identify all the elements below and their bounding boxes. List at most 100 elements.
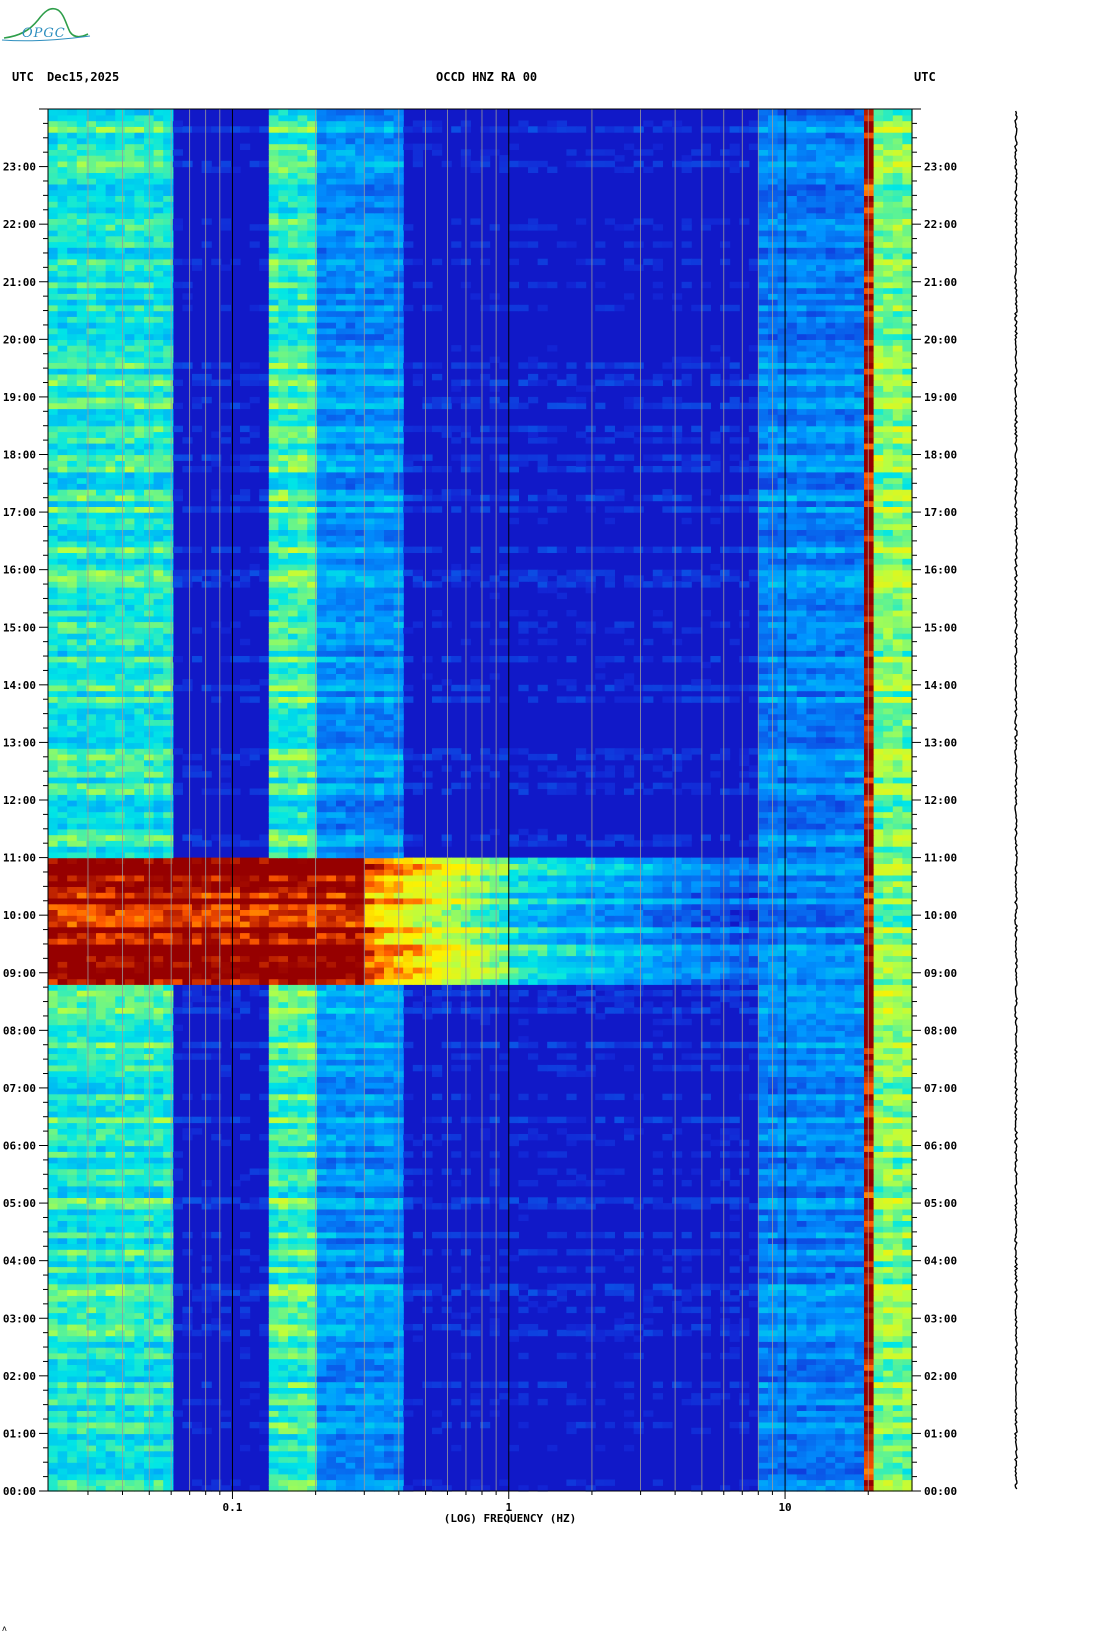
spectrogram-cell xyxy=(806,1197,817,1204)
spectrogram-cell xyxy=(374,1462,385,1469)
spectrogram-cell xyxy=(384,1162,395,1170)
spectrogram-cell xyxy=(470,1041,481,1049)
spectrogram-cell xyxy=(633,1335,644,1342)
spectrogram-cell xyxy=(134,1162,145,1170)
spectrogram-cell xyxy=(624,1064,635,1072)
spectrogram-cell xyxy=(787,1254,798,1262)
spectrogram-cell xyxy=(873,1341,884,1348)
spectrogram-cell xyxy=(326,1116,337,1124)
spectrogram-cell xyxy=(57,1404,68,1411)
spectrogram-cell xyxy=(76,1456,87,1463)
spectrogram-cell xyxy=(739,1197,750,1204)
spectrogram-cell xyxy=(883,1433,894,1440)
spectrogram-cell xyxy=(816,967,827,974)
spectrogram-cell xyxy=(288,1018,299,1026)
spectrogram-cell xyxy=(652,1064,663,1072)
spectrogram-cell xyxy=(556,1116,567,1124)
right-utc-label: UTC xyxy=(914,70,936,84)
spectrogram-cell xyxy=(604,990,615,997)
spectrogram-cell xyxy=(240,1053,251,1060)
spectrogram-cell xyxy=(844,1347,855,1354)
spectrogram-cell xyxy=(355,1352,366,1360)
spectrogram-cell xyxy=(288,1416,299,1423)
spectrogram-cell xyxy=(902,1295,913,1302)
spectrogram-cell xyxy=(134,1111,145,1118)
spectrogram-cell xyxy=(624,1295,635,1302)
spectrogram-cell xyxy=(892,1231,903,1239)
spectrogram-cell xyxy=(134,1439,145,1446)
spectrogram-cell xyxy=(806,1352,817,1360)
spectrogram-cell xyxy=(873,1180,884,1187)
spectrogram-cell xyxy=(57,1151,68,1158)
spectrogram-cell xyxy=(134,1047,145,1054)
spectrogram-cell xyxy=(345,1329,356,1337)
spectrogram-cell xyxy=(662,1266,673,1273)
spectrogram-cell xyxy=(854,1007,865,1014)
spectrogram-cell xyxy=(364,1283,375,1291)
spectrogram-cell xyxy=(883,1203,894,1210)
spectrogram-cell xyxy=(326,1231,337,1239)
spectrogram-cell xyxy=(777,1134,788,1141)
spectrogram-cell xyxy=(115,1393,126,1400)
spectrogram-cell xyxy=(566,1070,577,1077)
spectrogram-cell xyxy=(758,1485,769,1492)
spectrogram-cell xyxy=(604,1231,615,1239)
spectrogram-cell xyxy=(345,1272,356,1279)
spectrogram-cell xyxy=(374,1041,385,1049)
spectrogram-cell xyxy=(806,1237,817,1244)
spectrogram-cell xyxy=(326,972,337,980)
spectrogram-cell xyxy=(892,1082,903,1089)
spectrogram-cell xyxy=(892,1341,903,1348)
spectrogram-cell xyxy=(249,1168,260,1175)
spectrogram-cell xyxy=(105,1312,116,1319)
spectrogram-cell xyxy=(48,1157,59,1164)
spectrogram-cell xyxy=(76,1191,87,1198)
spectrogram-cell xyxy=(307,1335,318,1342)
spectrogram-cell xyxy=(57,1393,68,1400)
spectrogram-cell xyxy=(864,1231,875,1239)
spectrogram-cell xyxy=(816,1318,827,1325)
spectrogram-cell xyxy=(374,1364,385,1371)
spectrogram-cell xyxy=(748,990,759,997)
spectrogram-cell xyxy=(67,978,78,985)
spectrogram-cell xyxy=(854,1122,865,1129)
spectrogram-cell xyxy=(105,1220,116,1227)
spectrogram-cell xyxy=(355,1272,366,1279)
spectrogram-cell xyxy=(76,1151,87,1158)
spectrogram-cell xyxy=(902,1398,913,1406)
spectrogram-cell xyxy=(662,1116,673,1124)
spectrogram-cell xyxy=(153,1093,164,1101)
spectrogram-cell xyxy=(873,1381,884,1388)
spectrogram-cell xyxy=(825,1047,836,1054)
spectrogram-cell xyxy=(163,1214,174,1221)
spectrogram-cell xyxy=(326,967,337,974)
spectrogram-cell xyxy=(470,1479,481,1486)
spectrogram-cell xyxy=(316,1266,327,1273)
spectrogram-cell xyxy=(796,1295,807,1302)
spectrogram-cell xyxy=(902,1318,913,1325)
spectrogram-cell xyxy=(816,1231,827,1239)
spectrogram-cell xyxy=(422,967,433,974)
spectrogram-cell xyxy=(777,1416,788,1423)
spectrogram-cell xyxy=(470,990,481,997)
spectrogram-cell xyxy=(556,1041,567,1049)
spectrogram-cell xyxy=(307,1168,318,1175)
spectrogram-cell xyxy=(326,1352,337,1360)
spectrogram-cell xyxy=(777,972,788,980)
spectrogram-cell xyxy=(86,1249,97,1256)
spectrogram-cell xyxy=(297,1018,308,1026)
spectrogram-cell xyxy=(384,1381,395,1388)
spectrogram-cell xyxy=(105,1450,116,1458)
spectrogram-cell xyxy=(873,1105,884,1112)
spectrogram-cell xyxy=(48,1093,59,1101)
spectrogram-cell xyxy=(796,1064,807,1072)
spectrogram-cell xyxy=(374,1312,385,1319)
spectrogram-cell xyxy=(796,1272,807,1279)
spectrogram-cell xyxy=(259,1283,270,1291)
spectrogram-cell xyxy=(489,1398,500,1406)
spectrogram-cell xyxy=(316,1053,327,1060)
spectrogram-cell xyxy=(777,1243,788,1250)
spectrogram-cell xyxy=(825,1151,836,1158)
spectrogram-cell xyxy=(326,1070,337,1077)
spectrogram-cell xyxy=(364,1456,375,1463)
